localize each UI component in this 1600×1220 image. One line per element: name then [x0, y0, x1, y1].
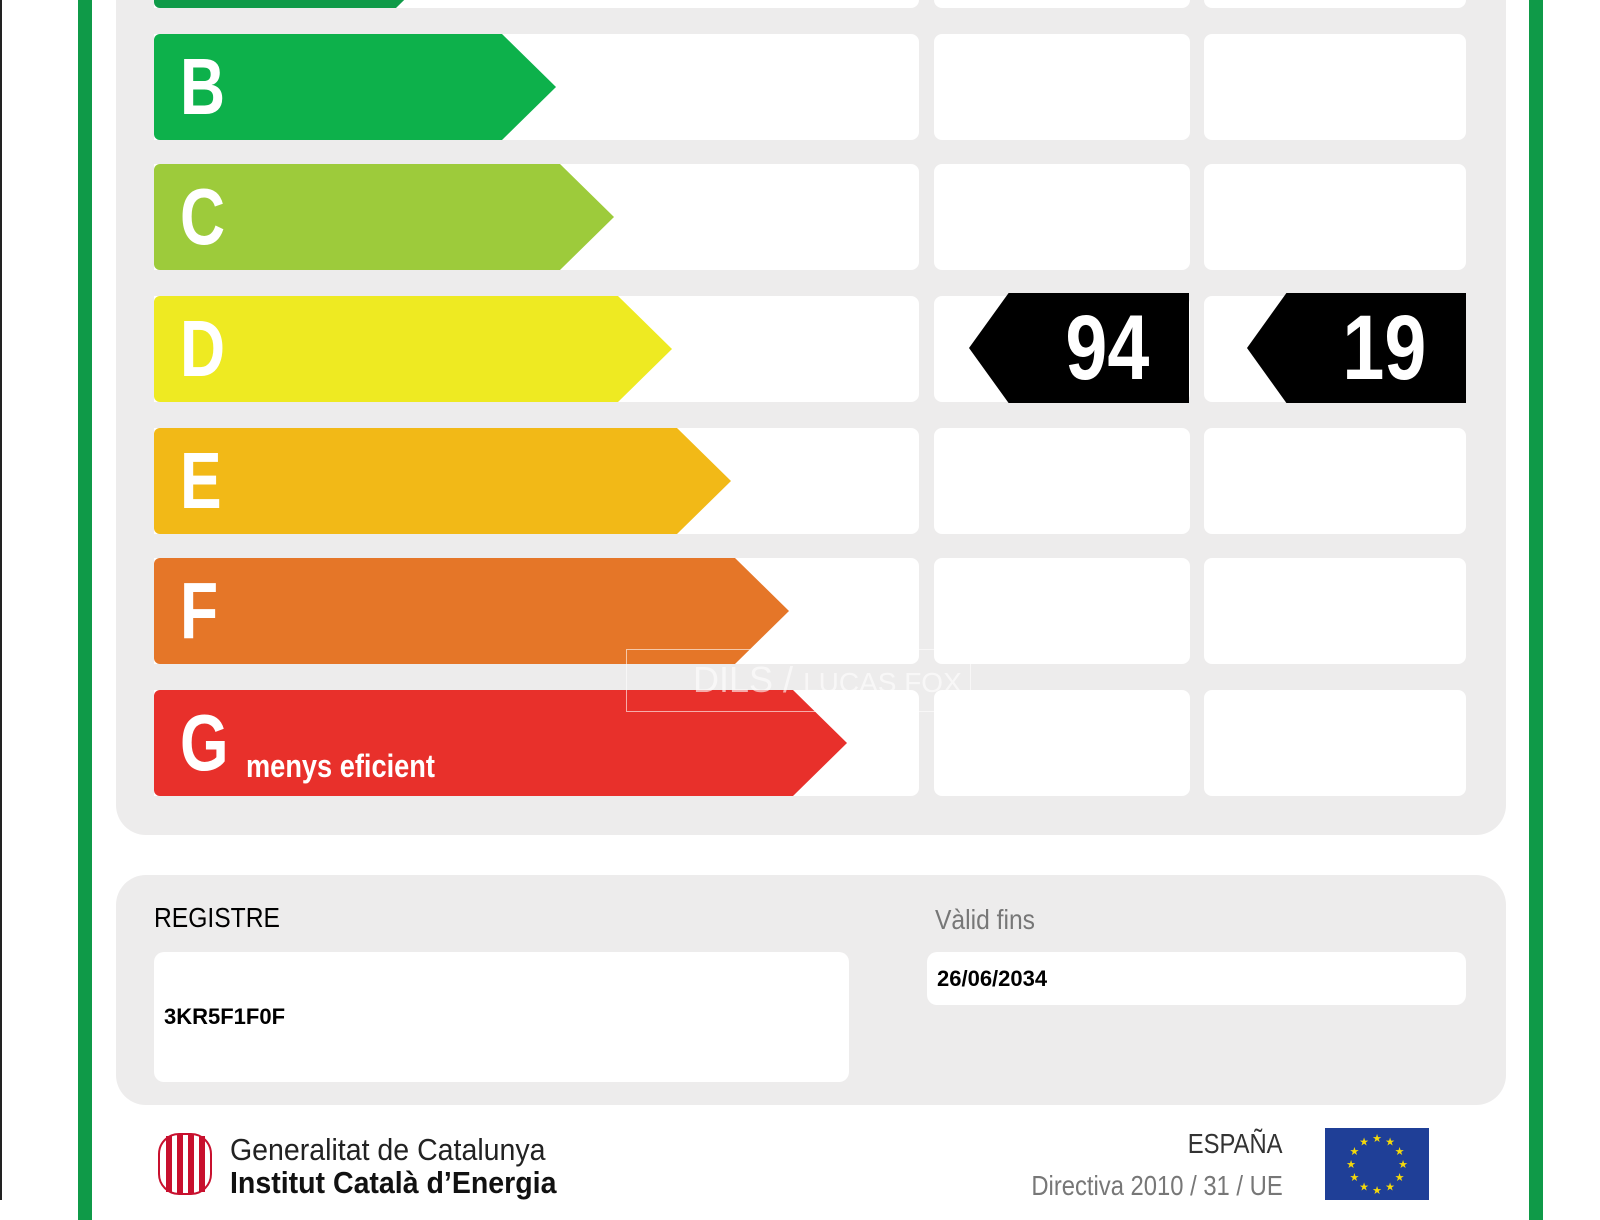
rating-cell-2 — [1204, 690, 1466, 796]
least-efficient-label: menys eficient — [246, 748, 435, 784]
rating-cell-1 — [934, 558, 1190, 664]
energy-class-bar: B — [154, 34, 556, 140]
institute-name: Institut Català d’Energia — [230, 1165, 557, 1200]
eu-star-icon: ★ — [1350, 1172, 1360, 1184]
rating-cell-2 — [1204, 164, 1466, 270]
rating-tag-emissions: 19 — [1247, 293, 1466, 403]
rating-cell-2 — [1204, 558, 1466, 664]
energy-class-letter: G — [180, 698, 229, 787]
eu-star-icon: ★ — [1395, 1146, 1405, 1158]
watermark-brand-1: DILS — [693, 659, 774, 700]
eu-star-icon: ★ — [1359, 1182, 1369, 1194]
rating-cell-1 — [934, 34, 1190, 140]
energy-class-letter: E — [180, 436, 222, 525]
energy-class-bar: D — [154, 296, 672, 402]
eu-star-icon: ★ — [1372, 1185, 1382, 1197]
energy-class-bar: E — [154, 428, 731, 534]
registre-label: REGISTRE — [154, 902, 280, 933]
rating-value-2: 19 — [1342, 297, 1426, 399]
eu-star-icon: ★ — [1372, 1133, 1382, 1145]
energy-class-letter: F — [180, 566, 219, 655]
eu-star-icon: ★ — [1398, 1159, 1408, 1171]
eu-star-icon: ★ — [1359, 1136, 1369, 1148]
eu-star-icon: ★ — [1385, 1182, 1395, 1194]
watermark-brand-2: LUCAS FOX — [803, 667, 962, 698]
rating-tag-consumption: 94 — [969, 293, 1189, 403]
eu-star-icon: ★ — [1346, 1159, 1356, 1171]
energy-class-letter: B — [180, 42, 226, 131]
rating-cell-2 — [1204, 0, 1466, 8]
rating-value-1: 94 — [1065, 297, 1149, 399]
eu-star-icon: ★ — [1385, 1136, 1395, 1148]
rating-cell-2 — [1204, 428, 1466, 534]
energy-class-bar: F — [154, 558, 789, 664]
rating-cell-1 — [934, 428, 1190, 534]
org-name: Generalitat de Catalunya — [230, 1132, 546, 1167]
eu-star-icon: ★ — [1350, 1146, 1360, 1158]
directive-label: Directiva 2010 / 31 / UE — [1031, 1170, 1283, 1201]
rating-cell-1 — [934, 690, 1190, 796]
valid-value: 26/06/2034 — [927, 952, 1466, 1005]
certificate-frame — [78, 0, 1543, 1220]
energy-class-bar: A — [154, 0, 450, 8]
energy-class-bar: C — [154, 164, 614, 270]
energy-class-bar: G menys eficient — [154, 690, 847, 796]
watermark: DILS / LUCAS FOX — [626, 649, 971, 712]
registre-value: 3KR5F1F0F — [154, 952, 849, 1082]
row-background — [154, 0, 919, 8]
rating-cell-2 — [1204, 34, 1466, 140]
country-label: ESPAÑA — [1188, 1128, 1283, 1159]
eu-flag-icon: ★ ★★★★★★★★★★★ — [1325, 1128, 1429, 1200]
catalonia-logo-icon — [158, 1133, 212, 1195]
rating-cell-1 — [934, 164, 1190, 270]
energy-class-letter: D — [180, 304, 226, 393]
left-edge-line — [0, 0, 2, 1200]
eu-star-icon: ★ — [1395, 1172, 1405, 1184]
valid-label: Vàlid fins — [935, 904, 1035, 935]
rating-cell-1 — [934, 0, 1190, 8]
energy-class-letter: C — [180, 172, 226, 261]
